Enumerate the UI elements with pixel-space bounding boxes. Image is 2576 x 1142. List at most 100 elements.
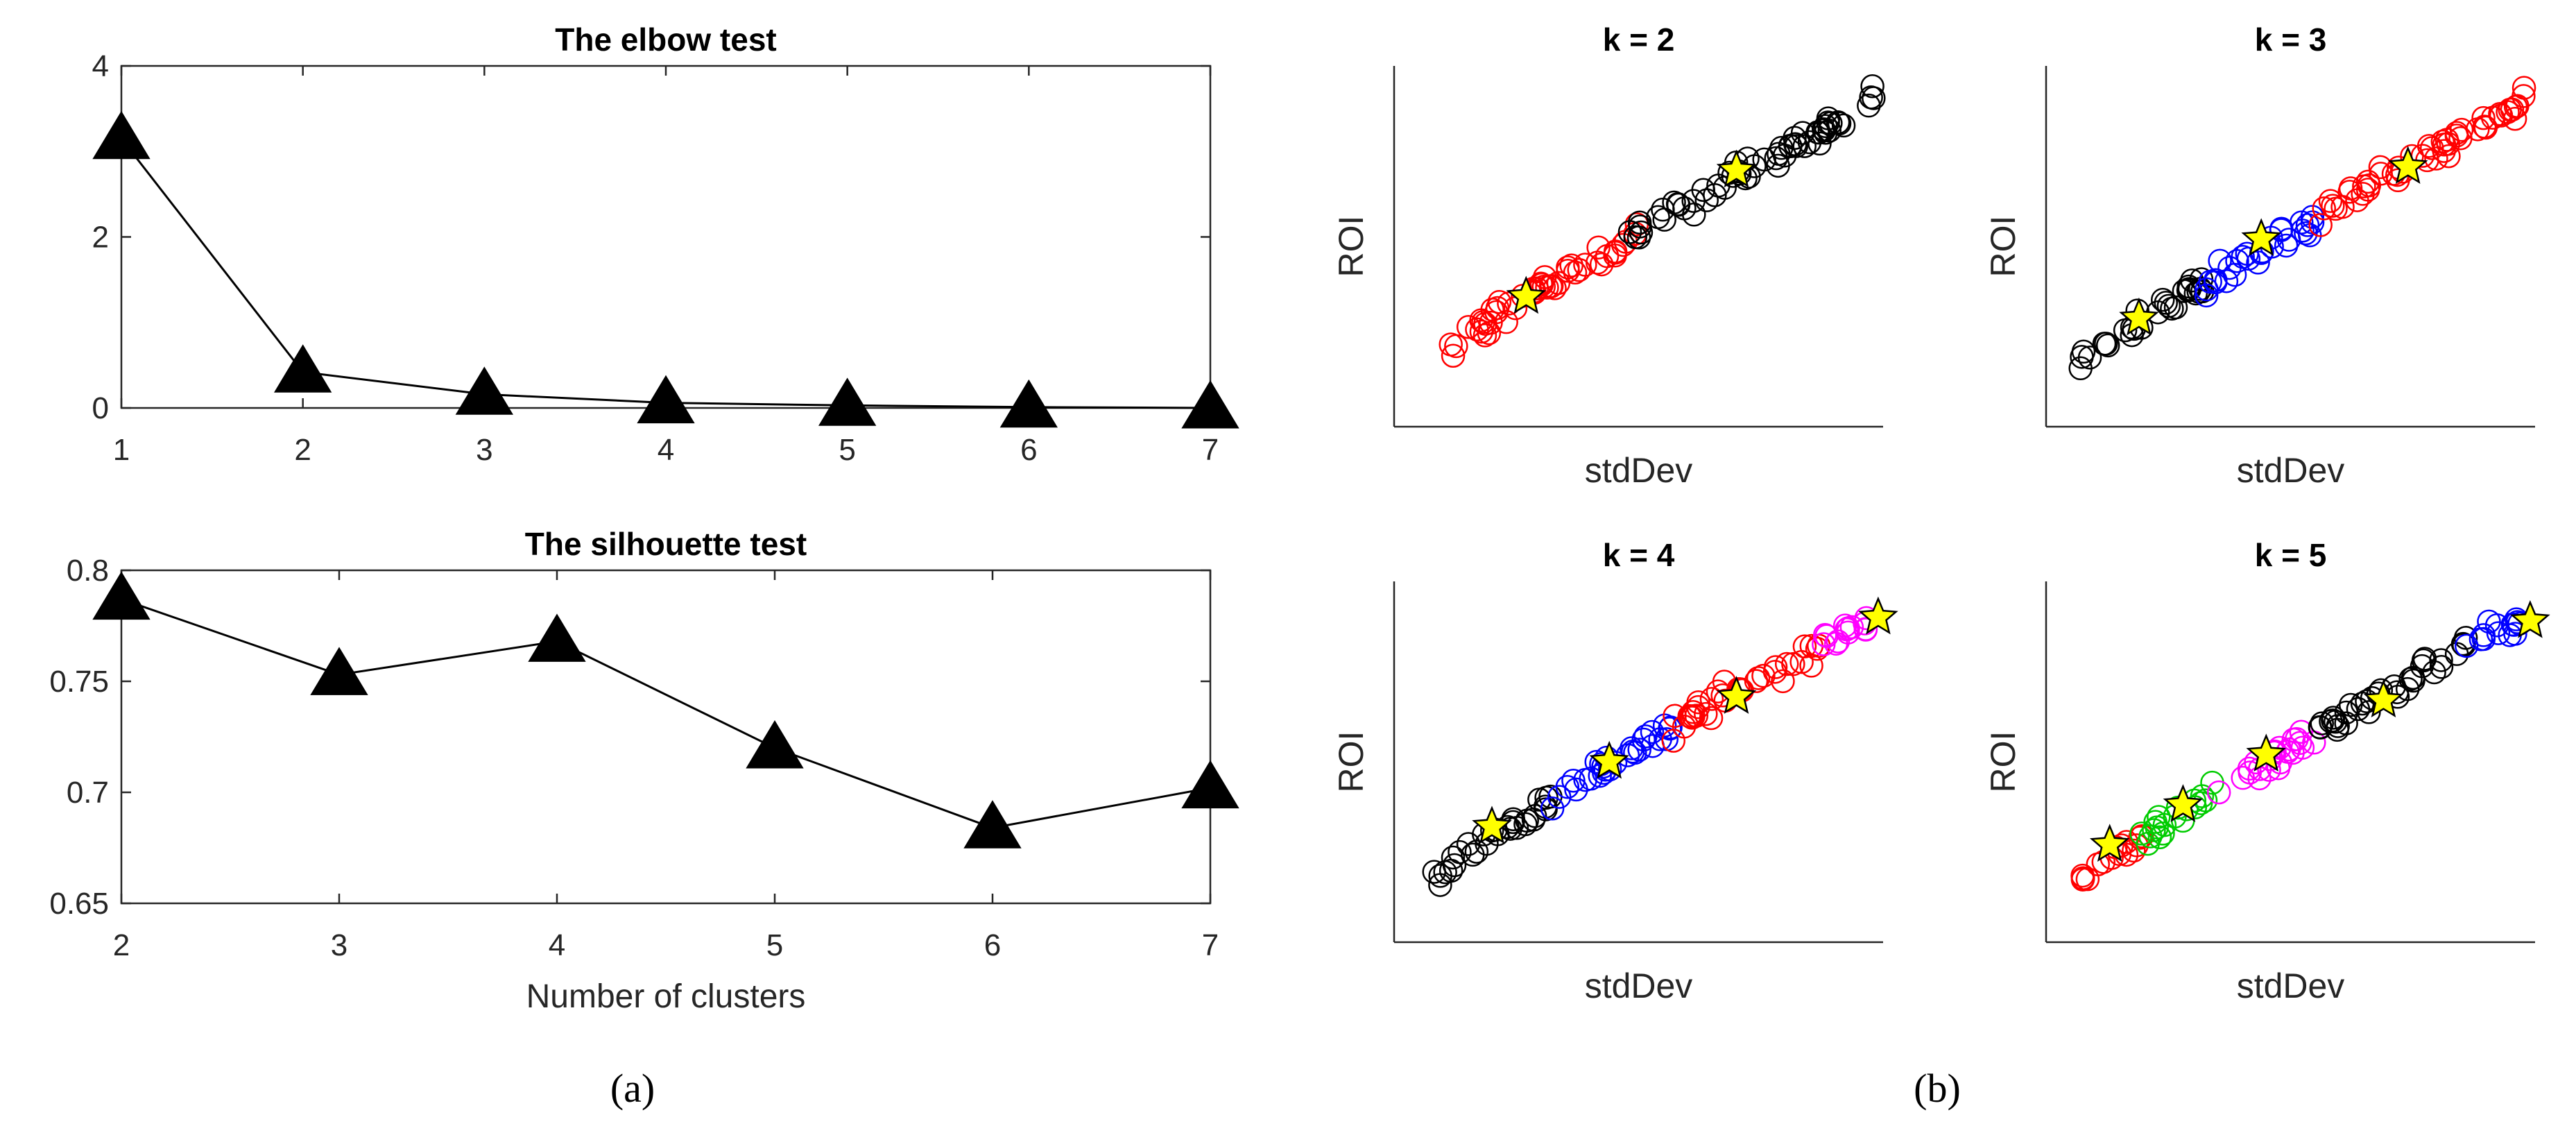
k2-cluster-0-point: [1441, 343, 1466, 368]
k4-cluster-1-point: [1627, 738, 1651, 762]
k4-cluster-0-point: [1441, 845, 1466, 870]
k3-cluster-0-point: [2176, 277, 2201, 301]
k5-cluster-4-point: [2471, 627, 2496, 651]
k5-cluster-0-point: [2122, 838, 2146, 863]
k4-cluster-1-point: [1555, 774, 1580, 799]
k4-cluster-0-point: [1464, 840, 1489, 864]
k4-cluster-0-point: [1461, 842, 1485, 867]
k5-cluster-1-point: [2129, 821, 2154, 846]
k5-cluster-0-centroid-star: [2089, 824, 2130, 862]
k3-ylabel: ROI: [1984, 216, 2023, 278]
k3-cluster-2-point: [2498, 97, 2522, 122]
k2-cluster-0-point: [1472, 323, 1497, 348]
k5-cluster-1-point: [2138, 824, 2163, 849]
silhouette-chart: 2 3 4 5 6 7 0.65 0.7 0.75 0.8 The silhouette test N…: [49, 526, 1239, 1015]
k4-cluster-2-point: [1699, 687, 1724, 711]
k5-cluster-2-point: [2287, 731, 2312, 756]
k2-cluster-1-point: [1766, 153, 1790, 178]
elbow-xtick-label: 5: [839, 433, 855, 467]
k2-cluster-1-point: [1831, 113, 1856, 138]
k2-cluster-1-point: [1862, 86, 1886, 110]
k3-cluster-2-point: [2321, 194, 2345, 218]
elbow-ytick-label: 2: [92, 221, 109, 255]
k4-cluster-0-point: [1442, 853, 1467, 878]
k5-cluster-2-point: [2231, 765, 2255, 790]
elbow-ytick-label: 0: [92, 391, 109, 425]
k2-cluster-0-point: [1567, 257, 1591, 282]
k3-cluster-2-point: [2472, 114, 2497, 139]
k5-cluster-3-centroid-star: [2363, 679, 2404, 718]
k2-cluster-0-point: [1484, 300, 1509, 325]
k4-title: k = 4: [1603, 537, 1675, 573]
silhouette-ytick-label: 0.8: [67, 554, 109, 588]
k3-cluster-2-point: [2432, 133, 2457, 157]
k2-cluster-0-point: [1465, 317, 1489, 342]
k4-ylabel: ROI: [1332, 731, 1371, 793]
silhouette-point: [310, 647, 368, 695]
elbow-xtick-label: 2: [294, 433, 311, 467]
k4-chart: k = 4 stdDev ROI: [1332, 537, 1898, 1005]
k3-cluster-0-point: [2094, 332, 2118, 356]
k2-ylabel: ROI: [1332, 216, 1371, 278]
silhouette-point: [92, 571, 151, 620]
k3-cluster-0-point: [2095, 333, 2120, 358]
k2-cluster-1-point: [1662, 190, 1686, 215]
k5-cluster-1-point: [2145, 815, 2169, 840]
k2-cluster-0-centroid-star: [1506, 275, 1547, 314]
k5-cluster-3-point: [2350, 691, 2375, 716]
k4-cluster-2-point: [1751, 663, 1776, 688]
k5-cluster-2-point: [2266, 756, 2291, 781]
k5-cluster-2-point: [2285, 726, 2309, 751]
k4-cluster-2-point: [1681, 704, 1706, 728]
k3-cluster-1-point: [2274, 233, 2299, 258]
k2-cluster-1-point: [1767, 142, 1791, 166]
elbow-xtick-label: 7: [1202, 433, 1219, 467]
k5-cluster-4-point: [2454, 633, 2479, 658]
k2-title: k = 2: [1603, 22, 1675, 58]
k2-cluster-1-point: [1666, 192, 1691, 217]
k2-cluster-1-point: [1860, 74, 1884, 99]
elbow-axes-box: [120, 65, 1212, 409]
k5-cluster-1-centroid-star: [2163, 784, 2204, 822]
k4-cluster-2-centroid-star: [1716, 676, 1757, 714]
elbow-title: The elbow test: [555, 22, 776, 58]
k2-cluster-1-point: [1857, 93, 1881, 118]
elbow-xtick-label: 3: [476, 433, 492, 467]
k3-cluster-1-point: [2269, 218, 2294, 242]
silhouette-title: The silhouette test: [525, 526, 807, 562]
elbow-point: [637, 375, 695, 424]
k4-cluster-2-point: [1762, 660, 1787, 684]
k2-cluster-0-point: [1589, 252, 1614, 277]
k4-cluster-0-point: [1522, 803, 1547, 828]
k4-cluster-2-point: [1774, 651, 1799, 676]
k3-cluster-2-point: [2424, 146, 2448, 171]
elbow-series-line: [120, 137, 1211, 409]
k4-cluster-1-point: [1620, 736, 1644, 760]
k3-cluster-1-point: [2290, 210, 2314, 235]
silhouette-point: [1181, 760, 1239, 809]
k3-cluster-1-point: [2294, 221, 2318, 246]
k5-cluster-4-point: [2486, 621, 2511, 645]
silhouette-xtick-label: 3: [331, 928, 347, 962]
k3-cluster-0-point: [2071, 339, 2096, 364]
k4-cluster-2-point: [1744, 669, 1769, 693]
k4-cluster-1-point: [1547, 785, 1572, 809]
k5-cluster-3-point: [2334, 700, 2359, 725]
k5-ylabel: ROI: [1984, 731, 2023, 793]
k5-cluster-3-point: [2308, 715, 2333, 740]
k5-cluster-0-point: [2071, 866, 2095, 890]
k5-cluster-3-point: [2429, 648, 2453, 672]
k5-cluster-1-point: [2142, 818, 2166, 842]
panel-label-a: (a): [610, 1066, 655, 1111]
k5-cluster-3-point: [2346, 697, 2371, 722]
k3-cluster-2-point: [2503, 94, 2528, 119]
k4-cluster-1-point: [1631, 727, 1656, 752]
k3-cluster-1-point: [2198, 269, 2222, 294]
k2-cluster-1-point: [1784, 134, 1809, 158]
silhouette-ytick-label: 0.75: [49, 665, 109, 699]
k2-cluster-1-point: [1712, 176, 1737, 200]
k5-cluster-3-point: [2410, 654, 2435, 679]
k4-cluster-1-point: [1652, 713, 1677, 738]
k4-cluster-0-centroid-star: [1472, 806, 1512, 844]
silhouette-xtick-label: 6: [984, 928, 1001, 962]
